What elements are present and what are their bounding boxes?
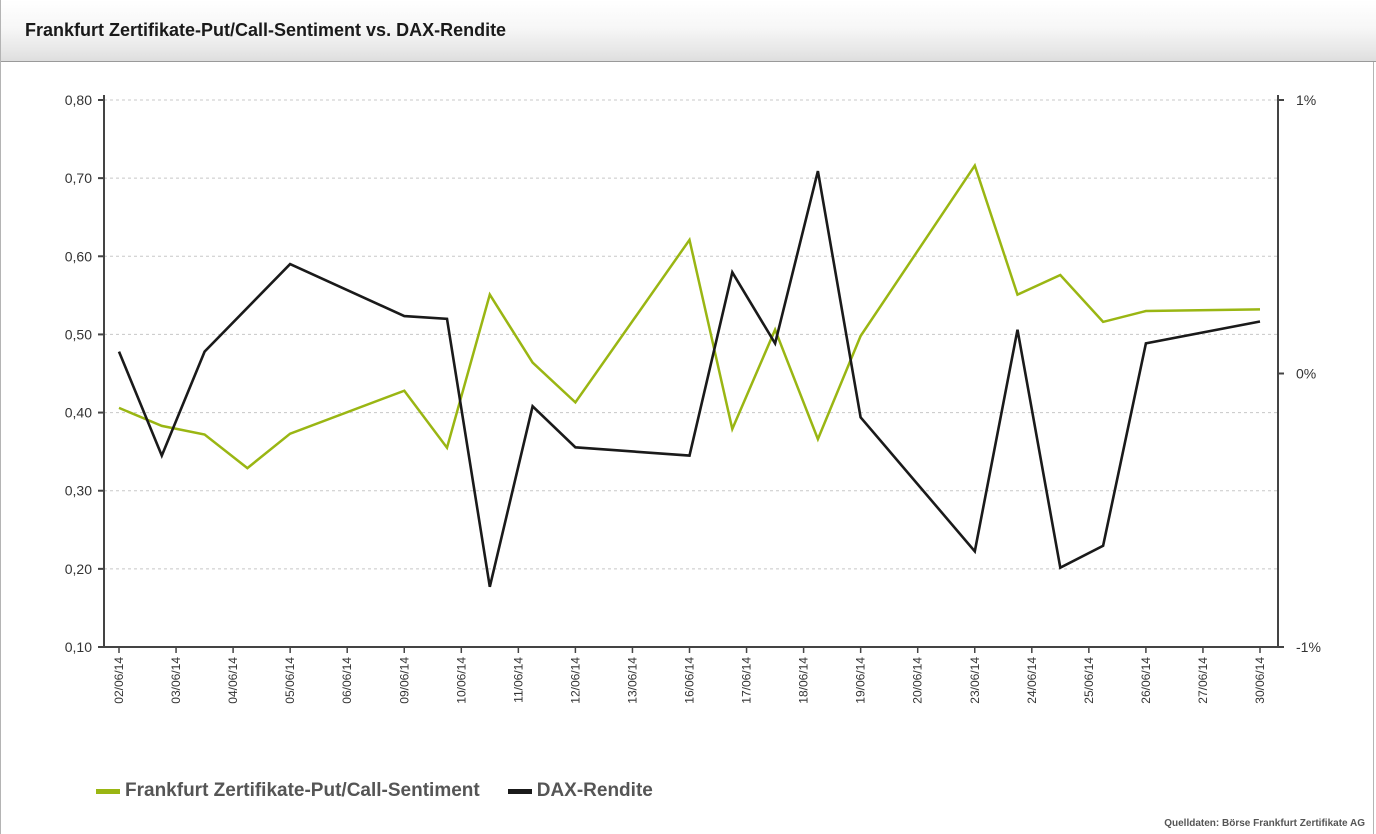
y-left-tick-label: 0,60 xyxy=(65,248,92,264)
x-tick-label: 23/06/14 xyxy=(968,657,982,704)
axes: 0,10 0,20 0,30 0,40 0,50 0,60 0,70 0,80 -1% 0% 1% 0… xyxy=(65,92,1321,704)
x-tick-label: 18/06/14 xyxy=(797,657,811,704)
series-lines xyxy=(117,162,1261,588)
title-bar: Frankfurt Zertifikate-Put/Call-Sentiment… xyxy=(1,0,1376,62)
x-tick-label: 02/06/14 xyxy=(112,657,126,704)
x-tick-label: 27/06/14 xyxy=(1196,657,1210,704)
y-right-tick-label: -1% xyxy=(1296,639,1321,655)
chart-title: Frankfurt Zertifikate-Put/Call-Sentiment… xyxy=(25,20,507,40)
y-left-tick-label: 0,20 xyxy=(65,561,92,577)
x-tick-label: 24/06/14 xyxy=(1025,657,1039,704)
x-tick-label: 12/06/14 xyxy=(568,657,582,704)
x-tick-label: 26/06/14 xyxy=(1139,657,1153,704)
x-tick-label: 30/06/14 xyxy=(1253,657,1267,704)
legend-item-dax: DAX-Rendite xyxy=(507,780,653,802)
y-right-tick-label: 0% xyxy=(1296,366,1316,382)
x-tick-label: 10/06/14 xyxy=(454,657,468,704)
sentiment-line xyxy=(118,162,1261,470)
legend-swatch-sentiment xyxy=(96,788,120,794)
x-tick-label: 09/06/14 xyxy=(397,657,411,704)
legend: Frankfurt Zertifikate-Put/Call-Sentiment… xyxy=(96,779,681,803)
x-tick-label: 19/06/14 xyxy=(854,657,868,704)
legend-item-sentiment: Frankfurt Zertifikate-Put/Call-Sentiment xyxy=(96,780,480,802)
x-tick-label: 13/06/14 xyxy=(625,657,639,704)
y-left-tick-label: 0,80 xyxy=(65,92,92,108)
x-tick-label: 11/06/14 xyxy=(511,657,525,703)
x-tick-label: 04/06/14 xyxy=(226,657,240,704)
legend-label-dax: DAX-Rendite xyxy=(536,780,653,801)
x-tick-label: 05/06/14 xyxy=(283,657,297,704)
legend-label-sentiment: Frankfurt Zertifikate-Put/Call-Sentiment xyxy=(125,780,480,801)
x-tick-label: 25/06/14 xyxy=(1082,657,1096,704)
source-note: Quelldaten: Börse Frankfurt Zertifikate … xyxy=(1164,818,1365,829)
y-left-tick-label: 0,70 xyxy=(65,170,92,186)
x-tick-label: 20/06/14 xyxy=(911,657,925,704)
x-tick-label: 03/06/14 xyxy=(169,657,183,704)
x-tick-label: 16/06/14 xyxy=(683,657,697,704)
gridlines xyxy=(104,99,1278,570)
x-tick-label: 17/06/14 xyxy=(740,657,754,704)
legend-swatch-dax xyxy=(507,788,532,794)
y-left-tick-label: 0,10 xyxy=(65,639,92,655)
dax-line xyxy=(117,170,1261,588)
y-right-tick-label: 1% xyxy=(1296,92,1316,108)
y-left-tick-label: 0,50 xyxy=(65,326,92,342)
y-left-tick-label: 0,40 xyxy=(65,405,92,421)
y-left-tick-label: 0,30 xyxy=(65,483,92,499)
x-tick-label: 06/06/14 xyxy=(340,657,354,704)
